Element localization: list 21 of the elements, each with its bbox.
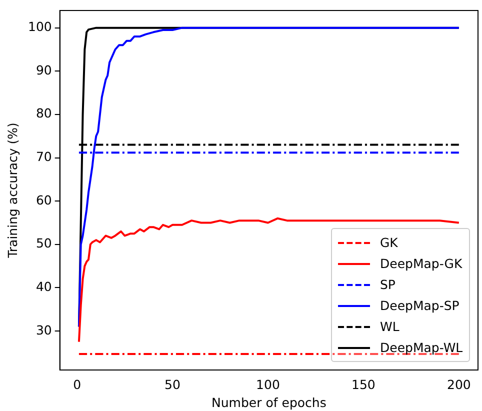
- y-tick-label: 30: [36, 322, 52, 338]
- legend-label: GK: [380, 235, 398, 250]
- y-tick-label: 60: [36, 192, 52, 208]
- legend-label: DeepMap-WL: [380, 340, 463, 355]
- x-tick-label: 150: [352, 376, 376, 392]
- y-tick-label: 100: [28, 19, 52, 34]
- legend-label: DeepMap-SP: [380, 298, 460, 313]
- legend-label: SP: [380, 277, 396, 292]
- y-tick-label: 50: [36, 236, 52, 251]
- legend-label: WL: [380, 319, 400, 334]
- y-tick-label: 90: [36, 62, 52, 78]
- x-tick-label: 50: [164, 376, 181, 392]
- legend-label: DeepMap-GK: [380, 256, 462, 271]
- x-axis-title: Number of epochs: [212, 394, 326, 410]
- y-axis-title: Training accuracy (%): [4, 122, 20, 259]
- y-tick-label: 80: [36, 106, 52, 121]
- y-tick-label: 40: [36, 278, 52, 294]
- x-tick-label: 0: [73, 376, 82, 392]
- x-tick-label: 100: [256, 376, 280, 392]
- y-tick-label: 70: [36, 149, 52, 164]
- x-tick-label: 200: [446, 376, 471, 392]
